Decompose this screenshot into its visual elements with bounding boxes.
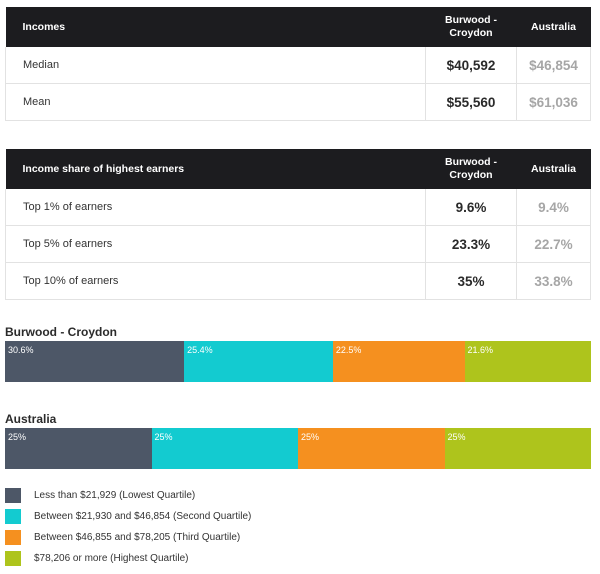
bar-segment-q2: 25.4% — [184, 341, 333, 382]
income-share-table: Income share of highest earners Burwood … — [5, 149, 591, 300]
bar-segment-q4: 25% — [444, 428, 591, 469]
country-value: 22.7% — [516, 225, 591, 263]
legend-swatch — [5, 530, 21, 545]
bar-segment-q2: 25% — [151, 428, 298, 469]
table-row: Median $40,592 $46,854 — [5, 47, 591, 84]
region-value: 35% — [425, 262, 517, 300]
bar-title-region: Burwood - Croydon — [5, 325, 117, 339]
region-value: $40,592 — [425, 47, 517, 84]
legend-swatch — [5, 509, 21, 524]
country-value: $61,036 — [516, 83, 591, 121]
stacked-bar-country: 25% 25% 25% 25% — [5, 428, 591, 469]
bar-title-country: Australia — [5, 412, 57, 426]
incomes-header-region: Burwood - Croydon — [425, 7, 517, 47]
segment-value-label: 25.4% — [187, 345, 213, 355]
legend-swatch — [5, 488, 21, 503]
incomes-header-country: Australia — [516, 7, 591, 47]
segment-value-label: 25% — [301, 432, 320, 442]
table-row: Top 10% of earners 35% 33.8% — [5, 262, 591, 300]
table-row: Top 1% of earners 9.6% 9.4% — [5, 189, 591, 226]
row-label: Top 1% of earners — [5, 189, 426, 226]
segment-value-label: 30.6% — [8, 345, 34, 355]
chart-legend: Less than $21,929 (Lowest Quartile) Betwe… — [5, 488, 251, 572]
segment-value-label: 21.6% — [467, 345, 494, 355]
region-value: 9.6% — [425, 189, 517, 226]
stacked-bar-region: 30.6% 25.4% 22.5% 21.6% — [5, 341, 591, 382]
row-label: Mean — [5, 83, 426, 121]
bar-segment-q1: 25% — [5, 428, 152, 469]
legend-label: Between $46,855 and $78,205 (Third Quart… — [34, 532, 241, 543]
row-label: Top 10% of earners — [5, 262, 426, 300]
share-header-region-line2: Croydon — [449, 169, 493, 181]
table-row: Top 5% of earners 23.3% 22.7% — [5, 225, 591, 263]
legend-item: Less than $21,929 (Lowest Quartile) — [5, 488, 251, 503]
legend-item: Between $21,930 and $46,854 (Second Quar… — [5, 509, 251, 524]
legend-item: $78,206 or more (Highest Quartile) — [5, 551, 251, 566]
share-header-row: Income share of highest earners Burwood … — [5, 149, 591, 189]
segment-value-label: 25% — [154, 432, 173, 442]
incomes-header-region-line1: Burwood - — [445, 14, 497, 26]
row-label: Median — [5, 47, 426, 84]
share-header-region: Burwood - Croydon — [425, 149, 517, 189]
incomes-table: Incomes Burwood - Croydon Australia Medi… — [5, 7, 591, 121]
region-value: $55,560 — [425, 83, 517, 121]
legend-label: Between $21,930 and $46,854 (Second Quar… — [34, 511, 252, 522]
share-header-label: Income share of highest earners — [5, 149, 426, 189]
bar-segment-q1: 30.6% — [5, 341, 185, 382]
segment-value-label: 25% — [8, 432, 27, 442]
country-value: 9.4% — [516, 189, 591, 226]
legend-label: Less than $21,929 (Lowest Quartile) — [34, 490, 196, 501]
bar-segment-q4: 21.6% — [464, 341, 591, 382]
table-row: Mean $55,560 $61,036 — [5, 83, 591, 121]
bar-segment-q3: 22.5% — [332, 341, 465, 382]
legend-label: $78,206 or more (Highest Quartile) — [34, 553, 189, 564]
country-value: 33.8% — [516, 262, 591, 300]
incomes-header-row: Incomes Burwood - Croydon Australia — [5, 7, 591, 47]
share-header-country: Australia — [516, 149, 591, 189]
legend-swatch — [5, 551, 21, 566]
row-label: Top 5% of earners — [5, 225, 426, 263]
segment-value-label: 22.5% — [335, 345, 362, 355]
segment-value-label: 25% — [447, 432, 466, 442]
share-header-region-line1: Burwood - — [445, 156, 497, 168]
incomes-header-label: Incomes — [5, 7, 426, 47]
region-value: 23.3% — [425, 225, 517, 263]
country-value: $46,854 — [516, 47, 591, 84]
bar-segment-q3: 25% — [298, 428, 445, 469]
incomes-header-region-line2: Croydon — [449, 27, 493, 39]
legend-item: Between $46,855 and $78,205 (Third Quart… — [5, 530, 251, 545]
